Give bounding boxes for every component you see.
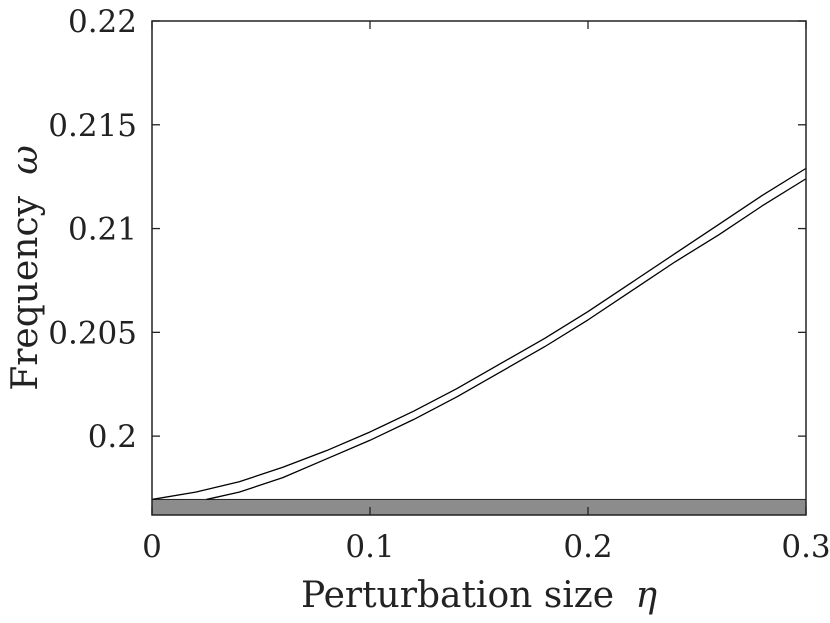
x-tick-label: 0.2: [563, 529, 612, 565]
x-tick-label: 0: [142, 529, 162, 565]
x-axis-title: Perturbation size η: [301, 575, 657, 616]
tick-layer: 0 0.1 0.2 0.3 0.2 0.205 0.21 0.215 0.22: [48, 4, 830, 565]
y-tick-label: 0.205: [48, 315, 137, 351]
x-tick-label: 0.3: [781, 529, 830, 565]
plot-frame: [151, 20, 807, 516]
series-line-2: [206, 178, 807, 501]
series-line-1: [151, 167, 807, 501]
y-tick-label: 0.21: [68, 212, 137, 248]
x-axis-label-text: Perturbation size: [301, 575, 614, 616]
band-layer: [151, 498, 807, 516]
y-tick-label: 0.215: [48, 108, 137, 144]
x-tick-label: 0.1: [345, 529, 394, 565]
x-axis-symbol: η: [635, 575, 657, 616]
y-axis-symbol: ω: [5, 145, 46, 174]
y-tick-label: 0.2: [88, 419, 137, 455]
y-tick-label: 0.22: [68, 4, 137, 40]
y-axis-label-text: Frequency: [5, 195, 46, 390]
y-axis-title: Frequency ω: [5, 145, 46, 391]
series-layer: [151, 167, 807, 501]
shaded-band: [151, 498, 807, 516]
